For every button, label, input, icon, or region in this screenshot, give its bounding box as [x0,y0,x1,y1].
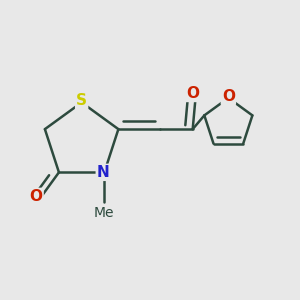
Text: O: O [222,89,235,104]
Text: O: O [30,189,43,204]
Text: N: N [97,165,110,180]
Text: Me: Me [94,206,115,220]
Text: O: O [186,86,199,101]
Text: S: S [76,94,87,109]
